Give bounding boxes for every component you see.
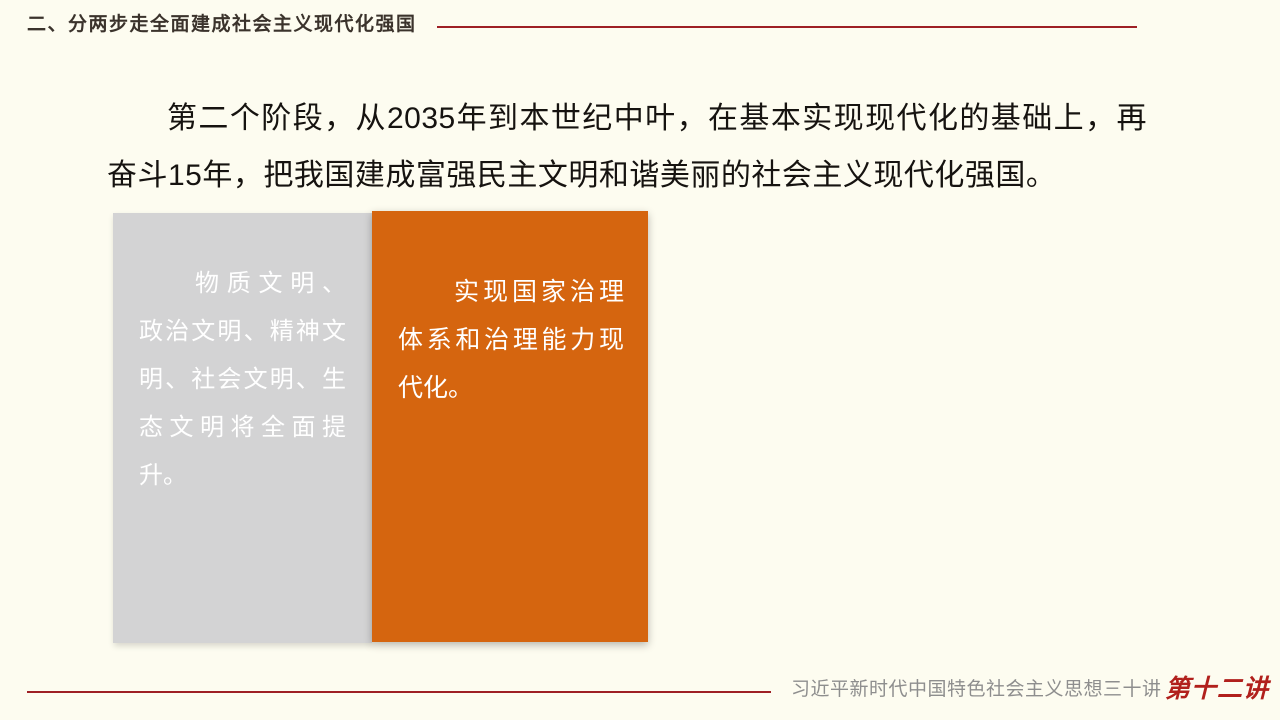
card-text-line: 体系和治理能力现 [398,326,624,354]
card-text-line: 物质文明、 [195,270,346,297]
card-text-line: 明、社会文明、生 [139,366,346,393]
footer-lecture-number: 第十二讲 [1165,674,1270,703]
footer-rule-line [27,691,771,693]
card-five-civilizations: 物质文明、 政治文明、精神文 明、社会文明、生 态文明将全面提 升。 [113,213,372,643]
card-text-line: 政治文明、精神文 [139,318,346,345]
card-governance-modernization: 实现国家治理 体系和治理能力现 代化。 [372,211,648,642]
footer-series-title: 习近平新时代中国特色社会主义思想三十讲 [791,679,1162,700]
card-text-line: 代化。 [398,374,474,402]
card-text-line: 升。 [139,462,187,489]
stage-two-paragraph: 第二个阶段，从2035年到本世纪中叶，在基本实现现代化的基础上，再奋斗15年，把… [107,102,1147,192]
card-text-line: 实现国家治理 [454,278,624,306]
header-rule-line [437,26,1137,28]
card-text-line: 态文明将全面提 [139,414,346,441]
slide-header-title: 二、分两步走全面建成社会主义现代化强国 [27,14,417,35]
